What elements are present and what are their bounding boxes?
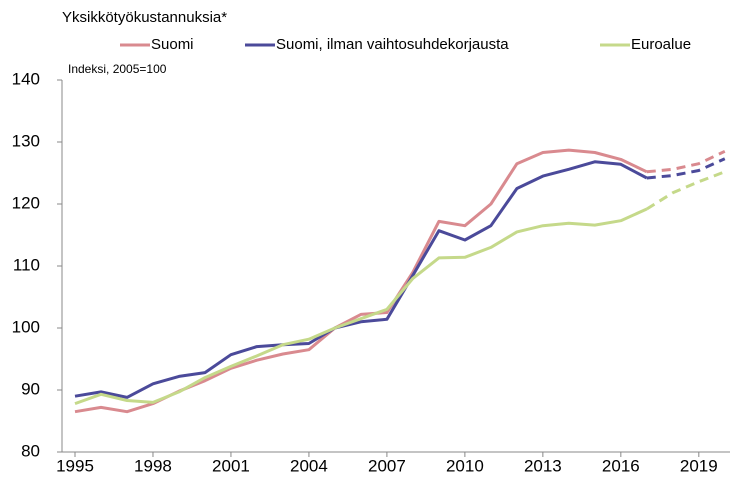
line-series-forecast bbox=[646, 149, 726, 174]
y-tick-label: 120 bbox=[12, 193, 40, 212]
x-tick-label: 2013 bbox=[524, 456, 562, 475]
x-tick-label: 2019 bbox=[680, 456, 718, 475]
legend-label: Suomi, ilman vaihtosuhdekorjausta bbox=[276, 36, 509, 53]
legend-label: Euroalue bbox=[631, 36, 691, 53]
line-series bbox=[74, 207, 648, 406]
x-tick-label: 2016 bbox=[602, 456, 640, 475]
x-tick-label: 2010 bbox=[446, 456, 484, 475]
y-tick-label: 90 bbox=[21, 379, 40, 398]
y-tick-label: 80 bbox=[21, 441, 40, 460]
line-series-forecast bbox=[646, 170, 726, 211]
line-series bbox=[74, 160, 648, 399]
y-tick-label: 100 bbox=[12, 317, 40, 336]
y-tick-label: 110 bbox=[13, 255, 40, 274]
x-tick-label: 1998 bbox=[134, 456, 172, 475]
x-tick-label: 2007 bbox=[368, 456, 406, 475]
y-tick-label: 140 bbox=[12, 69, 40, 88]
y-tick-label: 130 bbox=[12, 131, 40, 150]
chart-subtitle: Indeksi, 2005=100 bbox=[68, 62, 167, 76]
x-tick-label: 2004 bbox=[290, 456, 328, 475]
x-tick-label: 1995 bbox=[56, 456, 94, 475]
chart-title: Yksikkötyökustannuksia* bbox=[62, 9, 227, 26]
x-tick-label: 2001 bbox=[212, 456, 250, 475]
line-series bbox=[74, 148, 648, 414]
line-series-forecast bbox=[646, 157, 726, 180]
legend-label: Suomi bbox=[151, 36, 194, 53]
